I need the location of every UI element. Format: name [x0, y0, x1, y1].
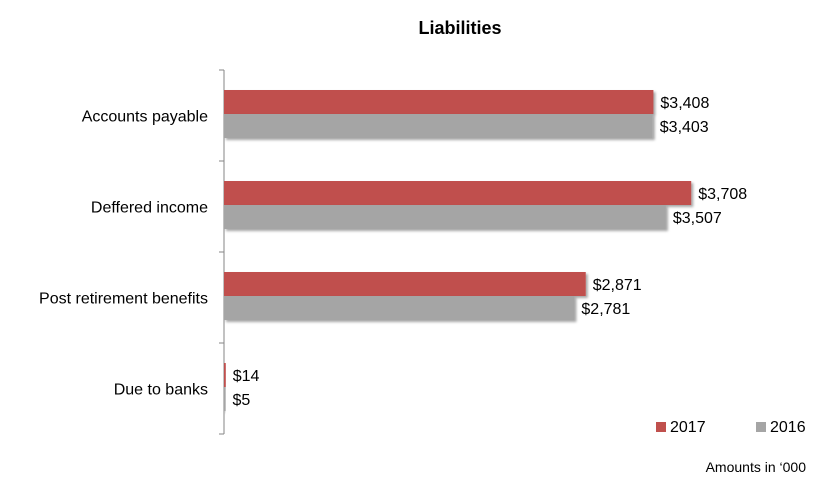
bar-2016 [224, 296, 575, 320]
units-note: Amounts in ‘000 [706, 459, 807, 475]
data-label-2016: $3,403 [660, 119, 709, 136]
data-label-2016: $2,781 [581, 301, 630, 318]
category-label: Due to banks [114, 382, 208, 399]
data-label-2017: $3,408 [660, 95, 709, 112]
bar-2016 [224, 205, 666, 229]
bar-2016 [224, 114, 653, 138]
legend-swatch-2017 [656, 422, 666, 432]
bar-2017 [224, 90, 654, 114]
data-label-2017: $2,871 [593, 277, 642, 294]
legend-label-2016: 2016 [770, 419, 806, 436]
axis-layer: Accounts payable Deffered income Post reti… [39, 69, 225, 435]
legend-label-2017: 2017 [670, 419, 706, 436]
data-label-2016: $3,507 [673, 210, 722, 227]
legend: 2017 2016 [656, 419, 806, 436]
bar-2017 [224, 272, 586, 296]
bar-2016 [224, 387, 226, 411]
category-label: Accounts payable [82, 109, 208, 126]
chart-title: Liabilities [418, 18, 501, 38]
data-label-2017: $3,708 [698, 186, 747, 203]
labels-layer: $3,408 $3,403 $3,708 $3,507 $2,871 $2,781 $14 $… [233, 95, 748, 409]
category-label: Deffered income [91, 200, 208, 217]
legend-swatch-2016 [756, 422, 766, 432]
bars-layer [224, 90, 692, 411]
category-label: Post retirement benefits [39, 291, 208, 308]
data-label-2017: $14 [233, 368, 260, 385]
data-label-2016: $5 [233, 392, 251, 409]
bar-2017 [224, 181, 692, 205]
bar-2017 [224, 363, 226, 387]
